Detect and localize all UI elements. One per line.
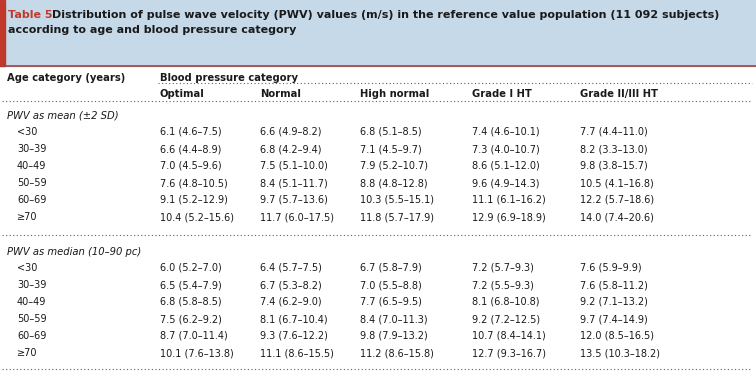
Text: 7.2 (5.7–9.3): 7.2 (5.7–9.3) <box>472 263 534 273</box>
Text: 30–39: 30–39 <box>17 144 46 154</box>
Text: 50–59: 50–59 <box>17 314 47 324</box>
Text: 8.1 (6.8–10.8): 8.1 (6.8–10.8) <box>472 297 540 307</box>
Text: Distribution of pulse wave velocity (PWV) values (m/s) in the reference value po: Distribution of pulse wave velocity (PWV… <box>52 10 720 20</box>
Text: 11.7 (6.0–17.5): 11.7 (6.0–17.5) <box>260 212 334 222</box>
Text: 40–49: 40–49 <box>17 161 46 171</box>
Text: High normal: High normal <box>360 89 429 99</box>
Text: Table 5: Table 5 <box>8 10 52 20</box>
Text: 7.6 (5.8–11.2): 7.6 (5.8–11.2) <box>580 280 648 290</box>
Text: 7.1 (4.5–9.7): 7.1 (4.5–9.7) <box>360 144 422 154</box>
Text: PWV as mean (±2 SD): PWV as mean (±2 SD) <box>7 111 119 121</box>
Text: 12.2 (5.7–18.6): 12.2 (5.7–18.6) <box>580 195 654 205</box>
Text: 7.4 (4.6–10.1): 7.4 (4.6–10.1) <box>472 127 540 137</box>
Text: 6.6 (4.4–8.9): 6.6 (4.4–8.9) <box>160 144 222 154</box>
Text: <30: <30 <box>17 127 37 137</box>
Text: 10.7 (8.4–14.1): 10.7 (8.4–14.1) <box>472 331 546 341</box>
Text: 10.1 (7.6–13.8): 10.1 (7.6–13.8) <box>160 348 234 358</box>
Text: 6.5 (5.4–7.9): 6.5 (5.4–7.9) <box>160 280 222 290</box>
Text: according to age and blood pressure category: according to age and blood pressure cate… <box>8 25 296 35</box>
Text: 9.1 (5.2–12.9): 9.1 (5.2–12.9) <box>160 195 228 205</box>
Text: 12.7 (9.3–16.7): 12.7 (9.3–16.7) <box>472 348 546 358</box>
Text: 9.3 (7.6–12.2): 9.3 (7.6–12.2) <box>260 331 328 341</box>
Text: 8.1 (6.7–10.4): 8.1 (6.7–10.4) <box>260 314 327 324</box>
Text: 30–39: 30–39 <box>17 280 46 290</box>
Text: 6.4 (5.7–7.5): 6.4 (5.7–7.5) <box>260 263 322 273</box>
Text: 7.7 (4.4–11.0): 7.7 (4.4–11.0) <box>580 127 648 137</box>
Text: 7.0 (5.5–8.8): 7.0 (5.5–8.8) <box>360 280 422 290</box>
Text: 50–59: 50–59 <box>17 178 47 188</box>
Text: 11.1 (6.1–16.2): 11.1 (6.1–16.2) <box>472 195 546 205</box>
Text: 8.2 (3.3–13.0): 8.2 (3.3–13.0) <box>580 144 648 154</box>
Text: 9.7 (5.7–13.6): 9.7 (5.7–13.6) <box>260 195 328 205</box>
Text: 40–49: 40–49 <box>17 297 46 307</box>
Bar <box>0 0 5 66</box>
Text: Normal: Normal <box>260 89 301 99</box>
Text: 7.6 (4.8–10.5): 7.6 (4.8–10.5) <box>160 178 228 188</box>
Text: 6.8 (5.1–8.5): 6.8 (5.1–8.5) <box>360 127 422 137</box>
Text: 6.6 (4.9–8.2): 6.6 (4.9–8.2) <box>260 127 321 137</box>
Text: 10.3 (5.5–15.1): 10.3 (5.5–15.1) <box>360 195 434 205</box>
Text: 7.5 (5.1–10.0): 7.5 (5.1–10.0) <box>260 161 328 171</box>
Text: 8.4 (7.0–11.3): 8.4 (7.0–11.3) <box>360 314 428 324</box>
Text: 9.8 (7.9–13.2): 9.8 (7.9–13.2) <box>360 331 428 341</box>
Text: 7.3 (4.0–10.7): 7.3 (4.0–10.7) <box>472 144 540 154</box>
Text: PWV as median (10–90 pc): PWV as median (10–90 pc) <box>7 247 141 257</box>
Text: 6.8 (5.8–8.5): 6.8 (5.8–8.5) <box>160 297 222 307</box>
Text: 14.0 (7.4–20.6): 14.0 (7.4–20.6) <box>580 212 654 222</box>
Text: 8.8 (4.8–12.8): 8.8 (4.8–12.8) <box>360 178 428 188</box>
Text: 6.7 (5.3–8.2): 6.7 (5.3–8.2) <box>260 280 322 290</box>
Text: 12.9 (6.9–18.9): 12.9 (6.9–18.9) <box>472 212 546 222</box>
Text: 12.0 (8.5–16.5): 12.0 (8.5–16.5) <box>580 331 654 341</box>
Text: 6.0 (5.2–7.0): 6.0 (5.2–7.0) <box>160 263 222 273</box>
Text: 9.2 (7.1–13.2): 9.2 (7.1–13.2) <box>580 297 648 307</box>
Text: ≥70: ≥70 <box>17 212 38 222</box>
Text: Age category (years): Age category (years) <box>7 73 125 83</box>
Text: Optimal: Optimal <box>160 89 205 99</box>
Text: 7.5 (6.2–9.2): 7.5 (6.2–9.2) <box>160 314 222 324</box>
Text: 9.7 (7.4–14.9): 9.7 (7.4–14.9) <box>580 314 648 324</box>
Text: 9.8 (3.8–15.7): 9.8 (3.8–15.7) <box>580 161 648 171</box>
Text: <30: <30 <box>17 263 37 273</box>
Text: Blood pressure category: Blood pressure category <box>160 73 298 83</box>
Text: 11.1 (8.6–15.5): 11.1 (8.6–15.5) <box>260 348 334 358</box>
Text: 10.5 (4.1–16.8): 10.5 (4.1–16.8) <box>580 178 654 188</box>
Text: 10.4 (5.2–15.6): 10.4 (5.2–15.6) <box>160 212 234 222</box>
Text: 7.6 (5.9–9.9): 7.6 (5.9–9.9) <box>580 263 642 273</box>
Bar <box>0 0 756 66</box>
Text: 9.2 (7.2–12.5): 9.2 (7.2–12.5) <box>472 314 540 324</box>
Text: 6.1 (4.6–7.5): 6.1 (4.6–7.5) <box>160 127 222 137</box>
Text: 7.4 (6.2–9.0): 7.4 (6.2–9.0) <box>260 297 321 307</box>
Text: 8.7 (7.0–11.4): 8.7 (7.0–11.4) <box>160 331 228 341</box>
Text: ≥70: ≥70 <box>17 348 38 358</box>
Text: 11.8 (5.7–17.9): 11.8 (5.7–17.9) <box>360 212 434 222</box>
Text: 9.6 (4.9–14.3): 9.6 (4.9–14.3) <box>472 178 540 188</box>
Text: 6.8 (4.2–9.4): 6.8 (4.2–9.4) <box>260 144 321 154</box>
Text: 6.7 (5.8–7.9): 6.7 (5.8–7.9) <box>360 263 422 273</box>
Text: Grade I HT: Grade I HT <box>472 89 532 99</box>
Text: 11.2 (8.6–15.8): 11.2 (8.6–15.8) <box>360 348 434 358</box>
Text: 60–69: 60–69 <box>17 195 46 205</box>
Text: 8.4 (5.1–11.7): 8.4 (5.1–11.7) <box>260 178 328 188</box>
Text: 7.2 (5.5–9.3): 7.2 (5.5–9.3) <box>472 280 534 290</box>
Text: 13.5 (10.3–18.2): 13.5 (10.3–18.2) <box>580 348 660 358</box>
Text: Grade II/III HT: Grade II/III HT <box>580 89 658 99</box>
Text: 7.0 (4.5–9.6): 7.0 (4.5–9.6) <box>160 161 222 171</box>
Text: 7.7 (6.5–9.5): 7.7 (6.5–9.5) <box>360 297 422 307</box>
Text: 60–69: 60–69 <box>17 331 46 341</box>
Text: 8.6 (5.1–12.0): 8.6 (5.1–12.0) <box>472 161 540 171</box>
Text: 7.9 (5.2–10.7): 7.9 (5.2–10.7) <box>360 161 428 171</box>
